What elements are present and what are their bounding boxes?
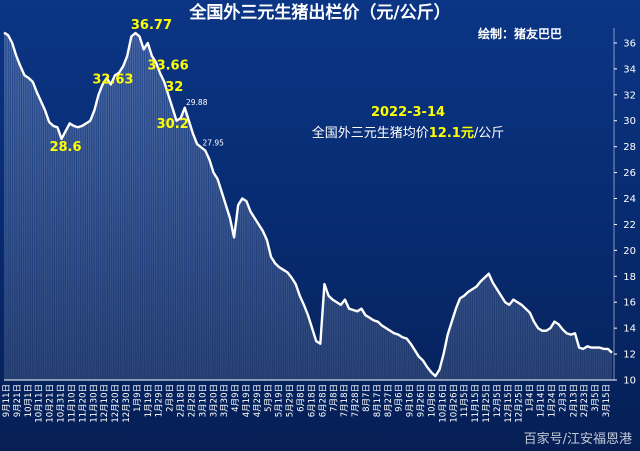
data-label: 32 xyxy=(165,80,183,95)
x-tick-label: 2月23日 xyxy=(580,384,590,417)
x-tick-label: 3月10日 xyxy=(198,384,208,417)
x-tick-label: 11月10日 xyxy=(67,384,77,423)
y-axis: 10 12 14 16 18 20 22 24 26 28 30 32 34 36 xyxy=(613,28,636,387)
x-tick-label: 11月25日 xyxy=(482,384,492,423)
x-tick-label: 11月5日 xyxy=(460,384,470,417)
x-tick-label: 5月29日 xyxy=(286,384,296,417)
x-tick-label: 12月25日 xyxy=(515,384,525,423)
x-tick-label: 6月28日 xyxy=(318,384,328,417)
x-tick-label: 9月11日 xyxy=(2,384,12,417)
x-axis: 9月11日 9月21日 10月1日 10月11日 10月21日 10月31日 11月10日 1… xyxy=(2,379,614,423)
x-tick-label: 4月9日 xyxy=(231,384,241,412)
x-tick-label: 3月30日 xyxy=(220,384,230,417)
x-tick-label: 8月27日 xyxy=(384,384,394,417)
x-tick-label: 8月7日 xyxy=(362,384,372,412)
area-layer xyxy=(4,32,612,381)
x-tick-label: 10月1日 xyxy=(24,384,34,417)
x-tick-label: 9月26日 xyxy=(417,384,427,417)
x-tick-label: 8月17日 xyxy=(373,384,383,417)
x-tick-label: 10月21日 xyxy=(46,384,56,423)
x-tick-label: 12月15日 xyxy=(504,384,514,423)
x-tick-label: 10月31日 xyxy=(57,384,67,423)
x-tick-label: 7月18日 xyxy=(340,384,350,417)
data-label: 32.63 xyxy=(92,72,133,87)
annotation-suffix: /公斤 xyxy=(474,126,504,141)
x-tick-label: 1月9日 xyxy=(133,384,143,412)
x-tick-label: 9月21日 xyxy=(13,384,23,417)
x-tick-label: 1月29日 xyxy=(155,384,165,417)
x-tick-label: 10月11日 xyxy=(35,384,45,423)
x-tick-label: 2月28日 xyxy=(187,384,197,417)
x-tick-label: 2月13日 xyxy=(569,384,579,417)
x-tick-label: 3月20日 xyxy=(209,384,219,417)
x-tick-label: 12月5日 xyxy=(493,384,503,417)
series-line xyxy=(3,31,613,378)
x-tick-label: 7月8日 xyxy=(329,384,339,412)
y-tick-label: 32 xyxy=(623,90,636,101)
x-tick-label: 10月6日 xyxy=(427,384,437,417)
y-tick-label: 26 xyxy=(623,168,636,179)
chart-title: 全国外三元生猪出栏价（元/公斤） xyxy=(188,2,450,23)
x-tick-label: 11月20日 xyxy=(78,384,88,423)
x-tick-label: 2月8日 xyxy=(166,384,176,412)
data-label: 28.6 xyxy=(49,140,81,155)
annotation-text: 全国外三元生猪均价12.1元/公斤 xyxy=(312,125,504,141)
data-label: 33.66 xyxy=(148,58,189,73)
x-tick-label: 9月6日 xyxy=(395,384,405,412)
data-label: 27.95 xyxy=(202,138,224,147)
y-tick-label: 12 xyxy=(623,350,636,361)
line-layer xyxy=(3,31,613,378)
x-tick-label: 4月19日 xyxy=(242,384,252,417)
y-tick-label: 14 xyxy=(623,324,636,335)
x-tick-label: 10月26日 xyxy=(449,384,459,423)
y-tick-label: 18 xyxy=(623,272,636,283)
x-tick-label: 1月14日 xyxy=(537,384,547,417)
y-tick-label: 22 xyxy=(623,220,636,231)
x-tick-label: 5月19日 xyxy=(275,384,285,417)
x-tick-label: 12月10日 xyxy=(100,384,110,423)
y-tick-label: 16 xyxy=(623,298,636,309)
x-tick-label: 7月28日 xyxy=(351,384,361,417)
x-tick-label: 12月20日 xyxy=(111,384,121,423)
x-tick-label: 1月19日 xyxy=(144,384,154,417)
y-tick-label: 20 xyxy=(623,246,636,257)
annotation-value: 12.1元 xyxy=(429,126,474,141)
x-tick-label: 1月24日 xyxy=(547,384,557,417)
data-label: 36.77 xyxy=(131,18,172,33)
x-tick-label: 11月15日 xyxy=(471,384,481,423)
annotation-date: 2022-3-14 xyxy=(371,105,445,120)
x-tick-label: 3月15日 xyxy=(602,384,612,417)
y-tick-label: 34 xyxy=(623,64,636,75)
y-tick-label: 10 xyxy=(623,376,636,387)
y-tick-label: 24 xyxy=(623,194,636,205)
x-tick-label: 5月9日 xyxy=(264,384,274,412)
x-tick-label: 4月29日 xyxy=(253,384,263,417)
x-tick-label: 11月30日 xyxy=(89,384,99,423)
watermark: 百家号/江安福恩港 xyxy=(524,431,632,447)
data-label: 29.88 xyxy=(186,98,208,107)
annotation-prefix: 全国外三元生猪均价 xyxy=(312,125,429,141)
chart-credit: 绘制：猪友巴巴 xyxy=(478,26,562,41)
data-label: 30.2 xyxy=(157,117,189,132)
x-tick-label: 2月3日 xyxy=(558,384,568,412)
y-tick-label: 36 xyxy=(623,38,636,49)
annotation: 2022-3-14 全国外三元生猪均价12.1元/公斤 xyxy=(312,105,504,141)
x-tick-label: 6月18日 xyxy=(307,384,317,417)
y-tick-label: 30 xyxy=(623,116,636,127)
x-tick-label: 2月18日 xyxy=(177,384,187,417)
x-tick-label: 12月30日 xyxy=(122,384,132,423)
x-tick-label: 6月8日 xyxy=(297,384,307,412)
data-labels: 36.77 32.63 28.6 33.66 32 30.2 29.88 27.95 xyxy=(49,18,224,155)
area-stripes xyxy=(4,32,612,381)
x-tick-label: 10月16日 xyxy=(438,384,448,423)
x-tick-label: 3月5日 xyxy=(591,384,601,412)
x-tick-label: 9月16日 xyxy=(406,384,416,417)
x-tick-label: 1月4日 xyxy=(526,384,536,412)
y-tick-label: 28 xyxy=(623,142,636,153)
